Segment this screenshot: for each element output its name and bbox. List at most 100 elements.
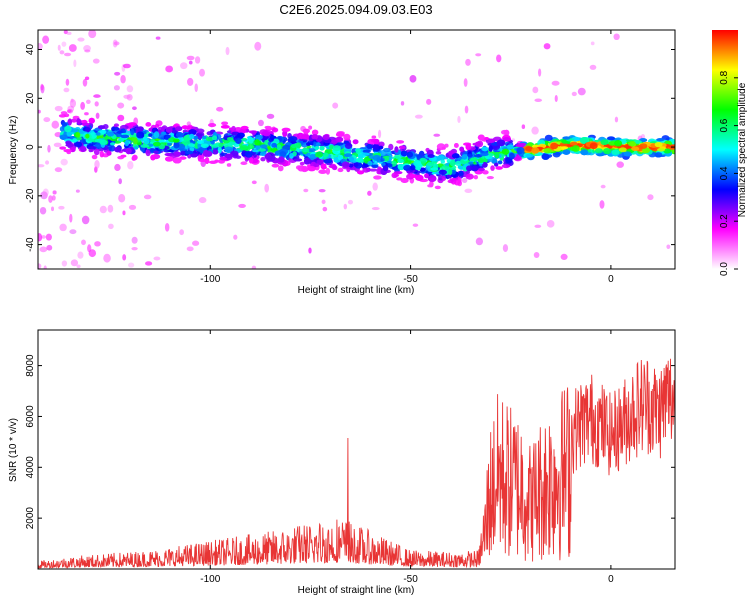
spectrogram-cell: [299, 161, 305, 166]
spectrogram-cell: [441, 175, 447, 181]
spectrogram-cell: [67, 118, 72, 126]
spectrogram-cell: [311, 134, 319, 140]
spectrogram-cell: [657, 147, 666, 152]
spectrogram-cell: [164, 152, 174, 157]
spectrogram-cell: [654, 141, 663, 148]
spectrogram-cell: [68, 44, 77, 52]
spectrogram-cell: [106, 131, 115, 137]
spectrogram-cell: [654, 152, 663, 158]
spectrogram-cell: [406, 160, 412, 165]
spectrogram-cell: [194, 83, 198, 92]
spectrogram-cell: [384, 156, 390, 162]
snr-panel: -100 -50 0 2000 4000 6000 8000 Height of stra…: [8, 329, 676, 596]
spectrogram-cell: [427, 175, 437, 182]
spectrogram-cell: [122, 63, 131, 69]
spectrogram-cell: [313, 163, 320, 168]
colorbar-tick-label: 0.8: [719, 70, 730, 84]
spectrogram-cell: [208, 123, 217, 128]
spectrogram-cell: [482, 170, 489, 175]
spectrogram-cell: [618, 147, 627, 153]
spectrogram-cell: [72, 138, 77, 143]
spectrogram-cell: [113, 123, 120, 128]
spectrogram-cell: [352, 139, 359, 145]
spectrogram-cell: [52, 190, 57, 195]
spectrogram-cell: [120, 134, 130, 139]
spectrogram-cell: [301, 148, 310, 153]
spectrogram-cell: [438, 169, 447, 175]
spectrogram-cell: [99, 150, 104, 158]
spectrogram-cell: [257, 148, 266, 152]
spectrogram-cell: [120, 74, 126, 84]
spectrogram-cell: [337, 167, 344, 173]
spectrogram-cell: [321, 199, 326, 205]
spectrogram-cell: [376, 156, 381, 163]
spectrogram-cell: [155, 36, 161, 40]
spectrogram-cell: [455, 160, 462, 167]
spectrogram-cell: [239, 145, 249, 151]
spectrogram-cell: [307, 166, 317, 172]
spectrogram-cell: [180, 150, 186, 156]
spectrogram-cell: [59, 146, 67, 150]
spectrogram-cell: [153, 256, 161, 261]
spectrogram-cell: [441, 165, 449, 171]
spectrogram-cell: [623, 151, 632, 157]
snr-x-axis-label: Height of straight line (km): [298, 585, 415, 596]
spectrogram-cell: [65, 143, 74, 147]
spectrogram-cell: [73, 59, 77, 68]
spectrogram-x-tick-label: -50: [403, 274, 418, 285]
snr-series-line: [38, 358, 675, 569]
spectrogram-cell: [424, 173, 429, 179]
spectrogram-cell: [153, 150, 159, 154]
spectrogram-cell: [367, 138, 376, 145]
spectrogram-cell: [332, 102, 339, 109]
spectrogram-cell: [468, 161, 474, 165]
spectrogram-cell: [531, 147, 540, 154]
spectrogram-cell: [358, 153, 364, 159]
spectrogram-cell: [235, 137, 242, 145]
spectrogram-cell: [362, 149, 371, 154]
spectrogram-cell: [61, 122, 68, 127]
spectrogram-cell: [255, 145, 261, 150]
spectrogram-cell: [616, 161, 624, 168]
spectrogram-cell: [366, 143, 373, 150]
spectrogram-cell: [173, 141, 180, 149]
spectrogram-cell: [271, 142, 278, 148]
spectrogram-cell: [406, 151, 414, 158]
spectrogram-cell: [175, 126, 183, 132]
spectrogram-y-tick-label: -40: [25, 237, 36, 252]
spectrogram-cell: [502, 244, 509, 253]
spectrogram-cell: [164, 222, 170, 232]
spectrogram-cell: [94, 101, 99, 107]
spectrogram-cell: [93, 148, 100, 156]
spectrogram-cell: [322, 152, 329, 158]
spectrogram-cell: [323, 159, 333, 164]
spectrogram-cell: [260, 156, 266, 162]
spectrogram-cell: [281, 127, 291, 132]
spectrogram-cell: [216, 106, 224, 112]
spectrogram-cell: [335, 131, 345, 138]
snr-x-tick-label: -50: [403, 574, 418, 585]
spectrogram-y-tick-label: -20: [25, 188, 36, 203]
spectrogram-cell: [367, 161, 373, 166]
spectrogram-cell: [264, 183, 270, 193]
spectrogram-cell: [628, 141, 637, 147]
spectrogram-cell: [132, 106, 137, 111]
spectrogram-cell: [186, 55, 195, 61]
spectrogram-cell: [400, 178, 409, 183]
spectrogram-cell: [371, 164, 379, 169]
spectrogram-cell: [60, 111, 68, 115]
spectrogram-cell: [140, 144, 150, 148]
spectrogram-cell: [84, 112, 89, 116]
spectrogram-cell: [66, 31, 72, 36]
spectrogram-cell: [397, 158, 405, 163]
spectrogram-cell: [200, 143, 209, 149]
spectrogram-cell: [477, 167, 485, 172]
spectrogram-cell: [38, 263, 42, 269]
spectrogram-cell: [376, 169, 382, 175]
spectrogram-cell: [251, 149, 260, 153]
snr-x-tick-label: 0: [608, 574, 614, 585]
spectrogram-cell: [300, 134, 310, 140]
spectrogram-cell: [143, 194, 152, 200]
spectrogram-cell: [331, 165, 338, 171]
spectrogram-cell: [240, 161, 248, 166]
